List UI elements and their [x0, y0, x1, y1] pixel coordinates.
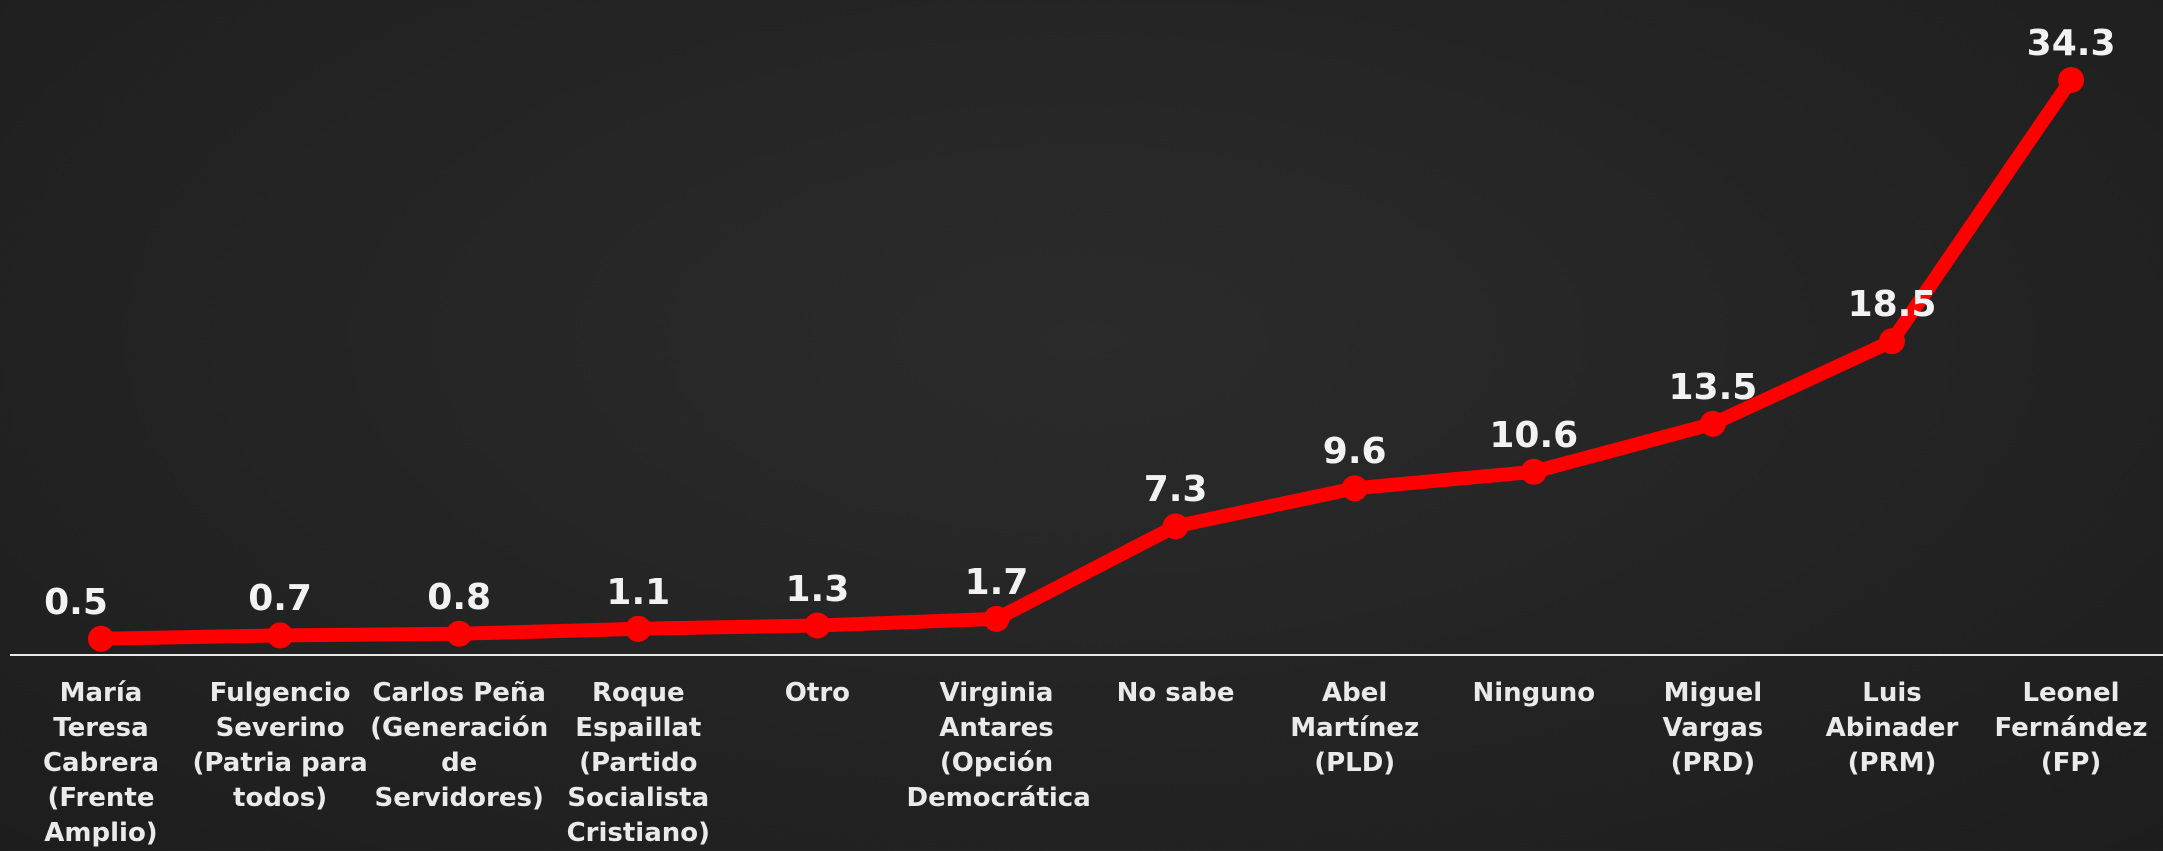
data-label: 18.5 [1847, 284, 1937, 326]
data-point [1341, 475, 1368, 502]
data-point [2058, 67, 2085, 93]
data-label: 0.7 [248, 578, 312, 620]
data-label: 10.6 [1489, 414, 1579, 456]
data-label: 34.3 [2026, 23, 2116, 64]
data-label: 0.5 [44, 581, 108, 623]
data-label: 7.3 [1143, 469, 1208, 511]
data-point [983, 605, 1010, 632]
data-label: 9.6 [1322, 431, 1387, 473]
data-point [1162, 513, 1189, 540]
x-tick-label: Luis Abinader (PRM) [1825, 678, 1959, 778]
x-tick-label: Fulgencio Severino (Patria para todos) [192, 678, 368, 813]
x-tick-label: Abel Martínez (PLD) [1290, 678, 1420, 778]
data-label: 1.3 [785, 568, 850, 610]
data-point [1879, 328, 1905, 355]
x-tick-label: Miguel Vargas (PRD) [1662, 678, 1764, 778]
data-point [804, 612, 831, 639]
data-point [1699, 410, 1726, 437]
data-label: 1.1 [606, 571, 671, 613]
x-tick-label: Leonel Fernández (FP) [1994, 678, 2148, 778]
x-tick-label: Otro [784, 678, 850, 708]
data-point [267, 622, 294, 649]
data-point [88, 625, 114, 652]
x-tick-label: Roque Espaillat (Partido Socialista Cris… [566, 678, 711, 848]
data-label: 1.7 [964, 561, 1029, 603]
x-tick-label: No sabe [1116, 678, 1235, 708]
series-line [94, 73, 2079, 646]
data-point [446, 620, 473, 647]
data-label: 13.5 [1668, 366, 1758, 408]
x-tick-label: Ninguno [1472, 678, 1596, 708]
data-point [1520, 458, 1547, 485]
data-label: 0.8 [427, 576, 492, 618]
data-points [88, 67, 2085, 652]
x-tick-label: María Teresa Cabrera (Frente Amplio) [42, 678, 160, 848]
x-tick-label: Virginia Antares (Opción Democrática [906, 678, 1091, 813]
x-tick-label: Carlos Peña (Generación de Servidores) [370, 678, 549, 813]
data-point [625, 615, 652, 642]
